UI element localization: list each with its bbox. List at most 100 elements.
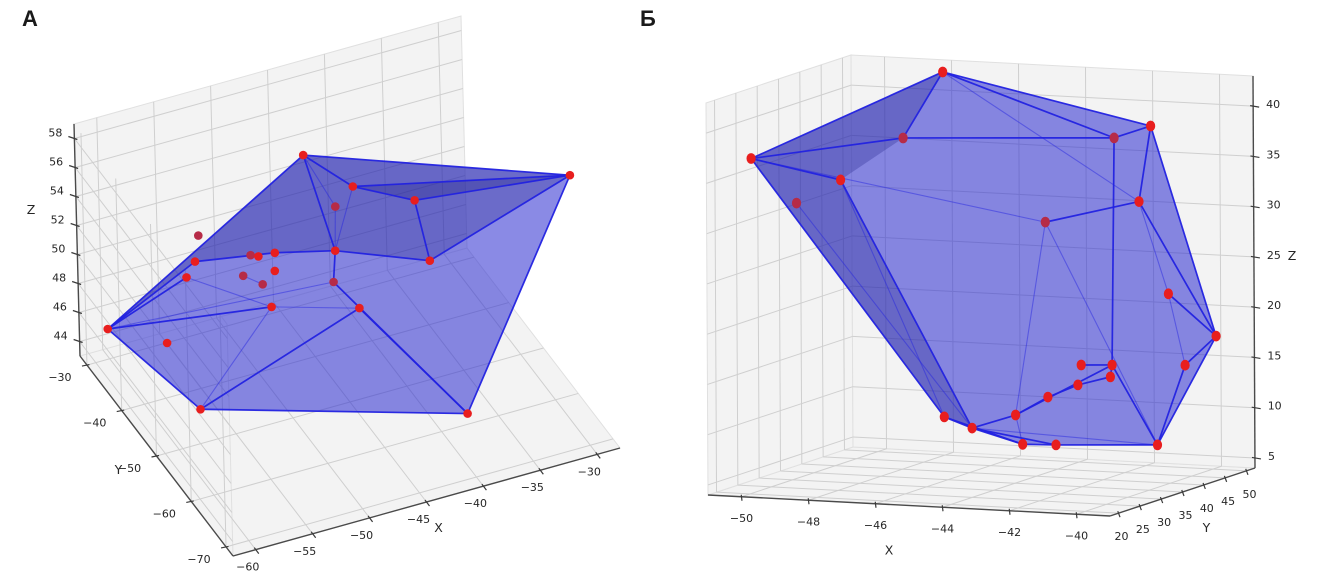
plot-canvas: −50 −48 −46 −44 −42 −40 X 20 25 30 35 40 45 50 Y 5 10 15 2…: [705, 54, 1296, 558]
hull-face: [751, 72, 1217, 445]
data-point: [938, 66, 948, 78]
data-point: [330, 246, 340, 255]
data-point: [254, 252, 263, 261]
z-tick-label: 5: [1268, 450, 1275, 463]
data-point: [238, 271, 248, 281]
data-point: [162, 338, 172, 348]
z-tick-label: 58: [48, 127, 62, 140]
panel-a-plot: −60 −55 −50 −45 −40 −35 −30 X −70 −60 −50 −40 −30 Y 44…: [0, 0, 660, 587]
data-point: [103, 324, 112, 334]
x-tick-label: −50: [350, 529, 373, 542]
z-tick-label: 50: [51, 243, 65, 256]
z-tick-label: 54: [50, 185, 64, 198]
data-point: [967, 422, 977, 434]
axis-x: −50 −48 −46 −44 −42 −40 X: [707, 494, 1111, 558]
data-point: [246, 250, 255, 260]
data-point: [196, 405, 205, 414]
y-tick-label: −60: [153, 507, 176, 520]
z-tick-label: 56: [49, 156, 63, 169]
y-tick-label: −50: [118, 462, 141, 475]
axis-y: −70 −60 −50 −40 −30 Y: [48, 355, 234, 566]
data-point: [258, 280, 268, 289]
data-point: [190, 257, 200, 266]
data-point: [1043, 391, 1053, 403]
panel-b-letter: Б: [640, 6, 656, 31]
z-axis-label: Z: [27, 202, 36, 217]
x-tick-label: −55: [293, 545, 316, 558]
z-tick-label: 40: [1266, 98, 1280, 111]
panel-a-letter: А: [22, 6, 38, 31]
data-point: [1051, 439, 1061, 451]
x-tick-label: −48: [797, 515, 820, 528]
x-tick-label: −35: [521, 481, 544, 494]
z-tick-label: 48: [52, 272, 66, 285]
data-point: [1107, 359, 1117, 371]
x-tick-label: −40: [464, 497, 487, 510]
axis-y: 20 25 30 35 40 45 50 Y: [1109, 467, 1256, 543]
data-point: [410, 196, 419, 205]
hull-face: [751, 158, 973, 429]
z-tick-label: 25: [1267, 249, 1281, 262]
data-point: [1146, 120, 1156, 132]
y-tick-label: 50: [1242, 488, 1256, 501]
data-point: [1211, 330, 1221, 342]
data-point: [1076, 359, 1086, 371]
data-point: [267, 302, 276, 312]
x-tick-label: −44: [931, 522, 954, 535]
data-point: [1105, 371, 1115, 383]
data-point: [331, 202, 340, 211]
y-tick-label: 45: [1221, 495, 1235, 508]
axis-x: −60 −55 −50 −45 −40 −35 −30 X: [232, 447, 621, 574]
x-axis-label: X: [885, 543, 894, 558]
data-point: [836, 174, 846, 186]
data-point: [1180, 359, 1190, 371]
x-tick-label: −46: [864, 519, 887, 532]
data-point: [791, 197, 802, 209]
data-point: [1018, 438, 1028, 450]
plot-canvas: −60 −55 −50 −45 −40 −35 −30 X −70 −60 −50 −40 −30 Y 44…: [27, 15, 621, 574]
x-tick-label: −45: [407, 513, 430, 526]
z-tick-label: 35: [1266, 148, 1280, 161]
y-tick-label: 30: [1157, 516, 1171, 529]
y-tick-label: 35: [1179, 509, 1193, 522]
data-point: [425, 256, 435, 266]
x-tick-label: −60: [236, 561, 259, 574]
data-point: [939, 411, 949, 423]
data-point: [298, 150, 308, 160]
y-axis-label: Y: [1202, 520, 1211, 535]
y-tick-label: 40: [1200, 502, 1214, 515]
data-point: [1134, 196, 1144, 208]
hull-faces: [107, 155, 570, 414]
z-tick-label: 46: [53, 301, 67, 314]
data-point: [348, 182, 358, 191]
z-tick-label: 10: [1268, 400, 1282, 413]
x-tick-label: −30: [578, 465, 601, 478]
data-point: [565, 170, 575, 180]
data-point: [1011, 409, 1021, 421]
data-point: [1073, 379, 1083, 391]
z-tick-label: 30: [1267, 199, 1281, 212]
data-point: [463, 409, 472, 418]
y-tick-label: 20: [1115, 530, 1129, 543]
data-point: [270, 248, 280, 258]
hull-edges: [106, 154, 571, 415]
x-tick-label: −50: [730, 512, 753, 525]
y-tick-label: −40: [83, 417, 106, 430]
data-point: [1152, 439, 1163, 451]
z-tick-label: 15: [1267, 349, 1281, 362]
data-point: [1163, 288, 1173, 300]
data-point: [1109, 132, 1119, 144]
hull-face: [751, 138, 904, 180]
y-axis-label: Y: [114, 462, 123, 477]
y-tick-label: 25: [1136, 523, 1150, 536]
data-point: [1040, 216, 1050, 228]
data-point: [270, 266, 280, 276]
data-point: [746, 153, 756, 164]
panel-b-plot: −50 −48 −46 −44 −42 −40 X 20 25 30 35 40 45 50 Y 5 10 15 2…: [660, 0, 1321, 587]
hull-face: [107, 155, 570, 329]
y-tick-label: −70: [187, 553, 210, 566]
x-tick-label: −40: [1065, 529, 1088, 542]
hull-edges: [750, 71, 1217, 446]
scatter-points: [746, 66, 1221, 451]
x-axis-label: X: [434, 520, 443, 535]
